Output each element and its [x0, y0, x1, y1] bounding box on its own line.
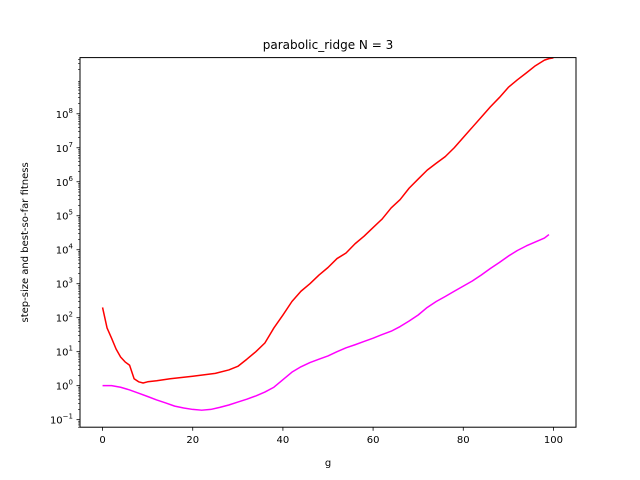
x-axis-label: g — [325, 458, 331, 469]
y-tick-label: 100 — [56, 379, 73, 393]
x-tick-label: 80 — [457, 435, 470, 446]
x-tick-label: 40 — [277, 435, 290, 446]
x-tick-label: 100 — [544, 435, 563, 446]
y-tick-label: 104 — [56, 243, 74, 257]
y-tick-label: 107 — [56, 141, 73, 155]
x-tick-label: 0 — [99, 435, 105, 446]
y-tick-label: 105 — [56, 209, 73, 223]
x-tick-label: 20 — [186, 435, 199, 446]
y-tick-label: 108 — [56, 107, 73, 121]
series-line-2 — [102, 233, 550, 411]
y-tick-label: 103 — [56, 277, 73, 291]
chart-title: parabolic_ridge N = 3 — [263, 38, 393, 52]
y-tick-label: 106 — [56, 175, 74, 189]
plot-frame — [79, 57, 577, 428]
y-axis: 10−1 100 101 102 103 104 105 106 107 108 — [50, 59, 80, 428]
y-axis-label: step-size and best-so-far fitness — [20, 162, 31, 322]
y-tick-label: 102 — [56, 311, 73, 325]
series-lines — [101, 57, 554, 411]
series-line-1 — [101, 57, 554, 384]
y-tick-label: 101 — [56, 345, 73, 359]
x-tick-label: 60 — [367, 435, 380, 446]
y-tick-label: 10−1 — [50, 413, 73, 427]
x-axis: 0 20 40 60 80 100 — [99, 427, 563, 446]
